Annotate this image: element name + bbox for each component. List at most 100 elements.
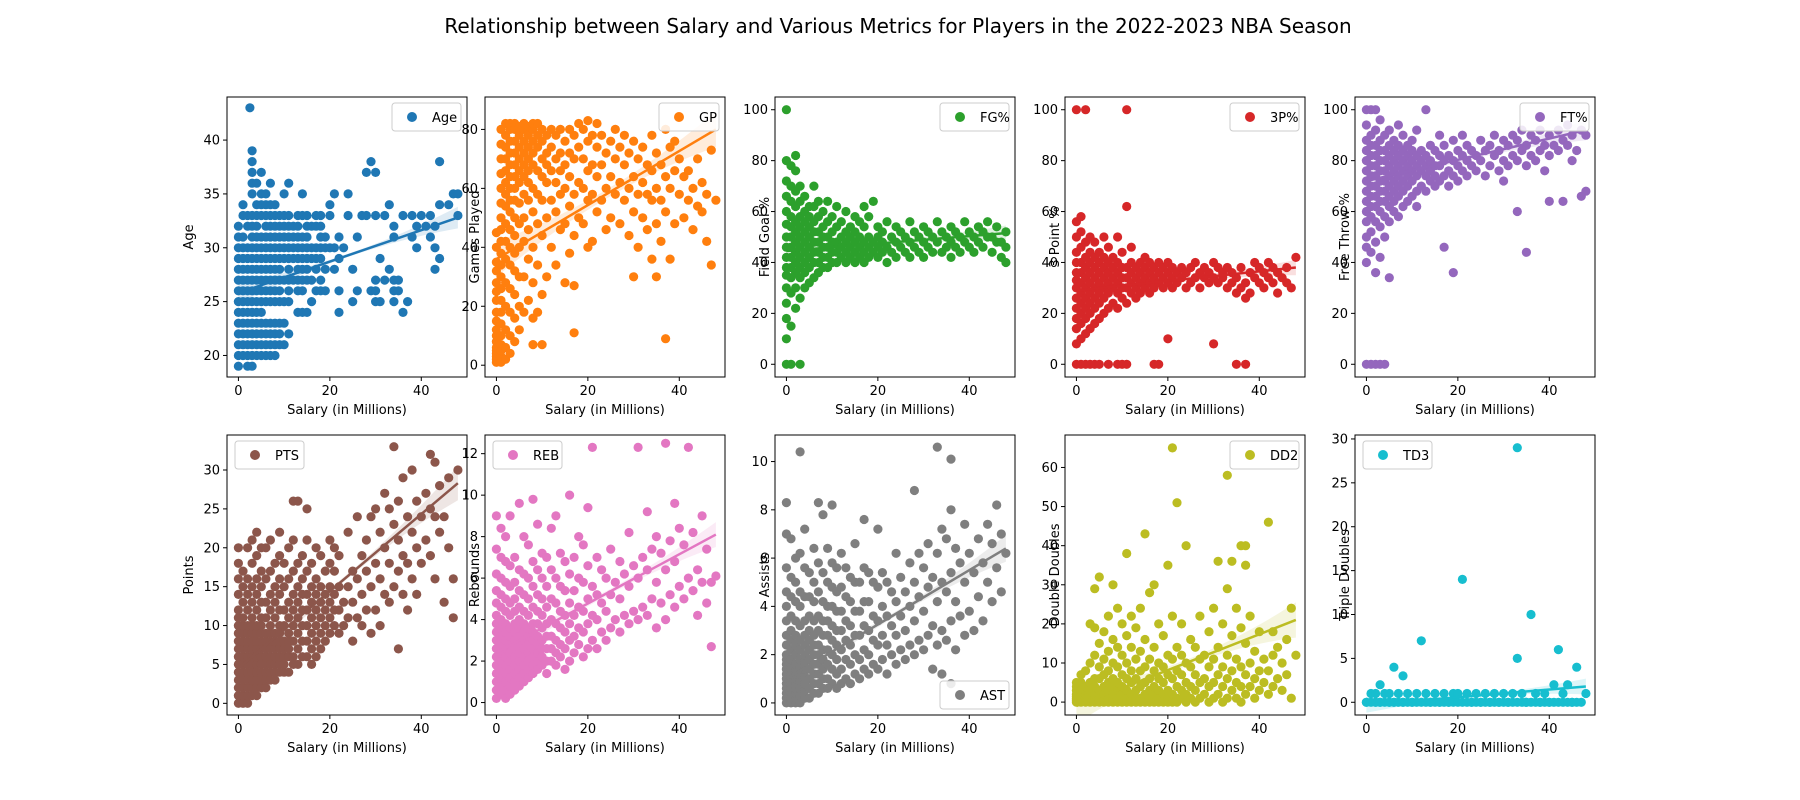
legend-box [939,102,1010,132]
data-point [578,652,588,662]
data-point [311,589,321,600]
data-point [288,652,298,662]
data-point [412,221,422,231]
data-point [352,286,362,296]
data-point [624,619,634,629]
data-point [1145,588,1155,598]
data-point [398,551,408,561]
data-point [1154,619,1164,629]
data-point [1195,283,1205,293]
data-point [969,568,979,578]
data-point [615,594,625,604]
data-point [1163,560,1173,570]
y-axis-label: Rebounds [468,543,483,607]
data-point [302,504,312,514]
data-point [243,698,253,708]
data-point [1462,171,1472,181]
data-point [302,589,312,600]
data-point [1126,666,1136,676]
data-point [560,278,570,288]
data-point [1190,257,1200,268]
y-axis-label: Age [182,224,197,249]
data-point [919,606,929,616]
data-point [592,207,602,217]
x-tick-label: 20 [1160,384,1177,399]
data-point [384,200,394,210]
data-point [937,524,947,534]
data-point [334,605,344,615]
data-point [960,577,970,587]
data-point [560,556,570,567]
data-point [302,566,312,576]
data-point [325,210,335,221]
data-point [1231,603,1241,613]
y-tick-label: 0 [212,697,220,712]
data-point [697,577,707,587]
data-point [311,621,321,631]
legend-box [939,680,1010,710]
data-point [615,142,625,152]
y-tick-label: 30 [1041,578,1058,593]
data-point [380,589,390,600]
data-point [375,297,385,307]
data-point [864,669,874,679]
data-point [1177,650,1187,660]
data-point [560,627,570,637]
data-point [923,630,933,640]
data-point [891,659,901,669]
data-point [693,565,703,575]
data-point [674,581,684,592]
scatter-points [781,105,1011,369]
y-tick-label: 20 [203,349,220,364]
data-point [597,598,607,608]
data-point [928,572,938,583]
data-point [624,183,634,193]
y-tick-label: 40 [1331,256,1348,271]
data-point [398,307,408,317]
data-point [900,654,910,665]
data-point [823,543,833,554]
data-point [1190,642,1200,652]
y-axis-label: Free Throw % [1338,193,1353,281]
legend-box [1229,102,1300,132]
x-tick-label: 40 [1541,722,1558,737]
data-point [1236,662,1246,672]
data-point [425,232,435,242]
data-point [371,504,381,514]
regression-line [495,533,717,654]
data-point [587,130,598,140]
data-point [1512,443,1522,453]
data-point [1384,217,1394,227]
y-axis-label: Assists [758,552,773,597]
y-tick-label: 20 [203,541,220,556]
data-point [565,172,575,182]
data-point [1135,603,1145,613]
data-point [275,551,285,561]
data-point [307,628,317,638]
data-point [992,222,1002,232]
data-point [1398,671,1408,681]
data-point [1090,584,1100,594]
data-point [384,558,394,568]
data-point [688,183,698,193]
data-point [606,213,616,223]
x-tick-label: 0 [1362,384,1370,399]
y-tick-label: 80 [1331,154,1348,169]
data-point [1076,212,1086,222]
data-point [1371,105,1381,115]
data-point [1480,171,1490,181]
data-point [791,150,801,161]
data-point [555,124,566,134]
data-point [1140,529,1150,539]
data-point [1126,642,1136,652]
data-point [569,189,579,199]
data-point [932,597,942,607]
data-point [661,438,671,448]
data-point [647,130,657,140]
data-point [1572,662,1582,672]
data-point [697,511,707,521]
x-axis-label: Salary (in Millions) [1415,403,1535,418]
data-point [284,297,294,307]
data-point [1167,611,1177,621]
data-point [371,605,381,615]
